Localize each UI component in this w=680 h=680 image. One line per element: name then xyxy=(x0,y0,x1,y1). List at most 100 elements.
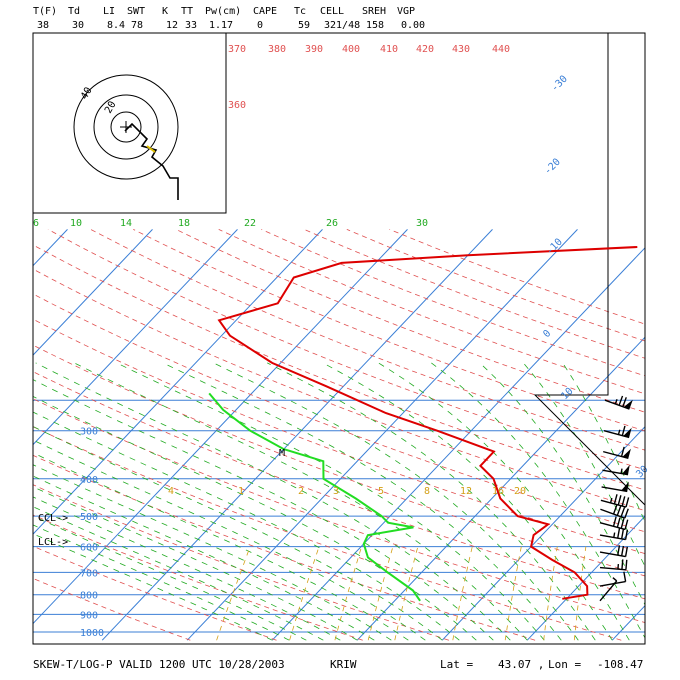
wind-barb-pennant xyxy=(622,448,631,459)
moist-adiabat xyxy=(33,475,375,641)
plot-frame xyxy=(32,32,646,645)
dry-adiabat xyxy=(33,398,645,623)
wind-barb-layer xyxy=(599,395,633,602)
isobar-label: 800 xyxy=(80,591,98,602)
wind-barb-pennant xyxy=(623,399,633,410)
moist-adiabat xyxy=(33,486,358,641)
moist-adiabat xyxy=(213,362,579,641)
wind-barb-flag xyxy=(620,507,626,518)
dry-adiabat xyxy=(133,229,645,432)
header-label: SREH xyxy=(362,6,387,17)
moist-adiabat xyxy=(431,362,645,639)
dry-adiabat-label: 400 xyxy=(342,44,360,55)
wind-barb-flag xyxy=(613,494,618,505)
ccl-marker: CCL-> xyxy=(38,513,68,524)
wind-barb-staff xyxy=(602,469,629,476)
mixing-ratio-line xyxy=(543,546,558,641)
moist-adiabat xyxy=(74,362,528,641)
mixing-ratio-line xyxy=(216,546,251,641)
header-value: 12 xyxy=(166,20,179,31)
wind-barb-pennant xyxy=(623,427,632,438)
mixing-ratio-label: 16 xyxy=(492,486,504,497)
mixing-ratio-label: 1 xyxy=(238,486,244,497)
hodograph-inset: 40 20 xyxy=(32,32,227,214)
wind-barb-staff xyxy=(604,399,630,410)
moist-adiabat xyxy=(523,362,645,568)
wind-barb-flag xyxy=(621,496,626,507)
header-label: SWT xyxy=(127,6,146,17)
dry-adiabat xyxy=(33,545,277,641)
header-label: Pw(cm) xyxy=(205,6,242,17)
wind-barb-flag xyxy=(612,504,618,515)
moist-adiabat xyxy=(33,439,426,641)
wind-barb-flag xyxy=(612,516,617,527)
lon-value: -108.47 xyxy=(597,658,644,671)
wind-barb-flag xyxy=(620,446,625,457)
dry-adiabat-label: 370 xyxy=(228,44,246,55)
moist-adiabat xyxy=(33,515,307,641)
header-label: LI xyxy=(103,6,116,17)
mixing-ratio-label: 4 xyxy=(168,486,174,497)
dry-adiabat-label: 360 xyxy=(228,100,246,111)
moist-adiabat-label: 10 xyxy=(70,218,82,229)
header-value: 0.00 xyxy=(401,20,426,31)
hodograph-trace xyxy=(124,122,179,200)
mixing-ratio-label: 3 xyxy=(333,486,339,497)
wind-barb-staff xyxy=(599,580,618,602)
dewpoint-profile xyxy=(208,392,421,602)
mixing-ratio-line xyxy=(504,546,522,641)
isobar-label: 300 xyxy=(80,427,98,438)
moist-adiabat xyxy=(33,496,341,641)
moist-adiabat xyxy=(116,362,545,641)
profiles-layer xyxy=(208,246,638,602)
dry-adiabat-label: 430 xyxy=(452,44,470,55)
mixing-ratio-label: 20 xyxy=(514,486,526,497)
moist-adiabat xyxy=(267,362,596,641)
wind-barb-flag xyxy=(620,545,625,557)
moist-adiabat xyxy=(162,362,562,641)
moist-adiabat xyxy=(322,362,613,641)
header-value: 1.17 xyxy=(209,20,234,31)
wind-barb-half-flag xyxy=(614,399,618,405)
isobar-label: 400 xyxy=(80,475,98,486)
isotherm-line xyxy=(101,229,493,641)
mixing-ratio-line xyxy=(334,546,362,641)
dry-adiabat-label: 440 xyxy=(492,44,510,55)
wind-barb-half-flag xyxy=(620,468,623,474)
wind-barb-half-flag xyxy=(612,577,618,582)
header-value: 321/48 xyxy=(324,20,361,31)
wind-barb-flag xyxy=(618,395,624,406)
wind-barb-flag xyxy=(625,559,628,570)
wind-barb-flag xyxy=(620,518,625,529)
hodograph-ring xyxy=(110,111,142,143)
moist-adiabat xyxy=(562,362,645,523)
wind-barb-flag xyxy=(616,505,622,516)
header-value: 59 xyxy=(298,20,311,31)
wind-barb-staff xyxy=(603,430,630,439)
dry-adiabat-label: 410 xyxy=(380,44,398,55)
isobar-label: 700 xyxy=(80,568,98,579)
dry-adiabat xyxy=(175,229,645,413)
moist-adiabat xyxy=(33,395,477,641)
header-value: 158 xyxy=(366,20,385,31)
wind-barb-pennant xyxy=(622,464,630,475)
mixing-ratio-line xyxy=(573,546,587,641)
dry-adiabat-label: 420 xyxy=(416,44,434,55)
moist-adiabat-label: 30 xyxy=(416,218,428,229)
dry-adiabat-label: 380 xyxy=(268,44,286,55)
moist-adiabat-label: 22 xyxy=(244,218,256,229)
header-value: 33 xyxy=(185,20,198,31)
isobar-label: 600 xyxy=(80,543,98,554)
mixing-ratio-label: 2 xyxy=(298,486,304,497)
wind-barb-flag xyxy=(624,508,629,519)
moist-adiabat-label: 6 xyxy=(33,218,39,229)
moist-adiabat-label: 18 xyxy=(178,218,190,229)
wind-panel-boundary xyxy=(533,33,645,506)
mixing-ratio-line xyxy=(394,546,419,641)
wind-barb-half-flag xyxy=(613,532,616,538)
mixing-ratio-line xyxy=(452,546,473,641)
wind-barb-staff xyxy=(599,521,626,531)
isobar-label: 1000 xyxy=(80,628,104,639)
header-label: Td xyxy=(68,6,81,17)
